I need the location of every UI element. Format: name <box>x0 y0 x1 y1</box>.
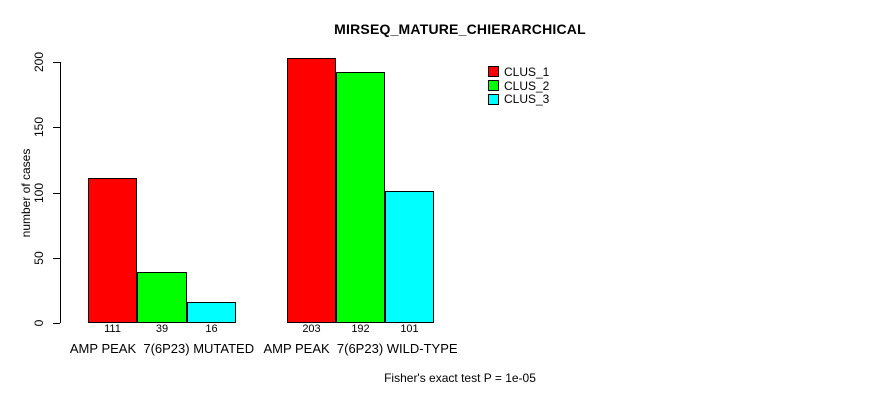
bar-value-label: 111 <box>104 323 121 335</box>
legend-swatch <box>488 66 499 78</box>
legend-label: CLUS_1 <box>504 64 550 79</box>
legend: CLUS_1 CLUS_2 CLUS_3 <box>488 65 549 106</box>
bar-clus_3-group2 <box>385 191 434 323</box>
bar-clus_1-group2 <box>287 58 336 323</box>
bar-value-label: 101 <box>400 323 419 335</box>
bar-value-label: 39 <box>155 323 169 335</box>
footnote-fisher-test: Fisher's exact test P = 1e-05 <box>384 371 536 385</box>
legend-swatch <box>488 80 499 92</box>
y-axis-title: number of cases <box>19 148 33 238</box>
y-axis-tick <box>53 62 60 63</box>
y-axis-line <box>60 62 61 323</box>
x-category-label: AMP PEAK 7(6P23) WILD-TYPE <box>263 341 458 356</box>
bar-clus_2-group2 <box>336 72 385 323</box>
y-axis-tick-label: 150 <box>32 116 46 138</box>
chart-title: MIRSEQ_MATURE_CHIERARCHICAL <box>334 21 586 37</box>
legend-label: CLUS_3 <box>504 92 550 107</box>
legend-item: CLUS_1 <box>488 65 549 79</box>
bar-value-label: 192 <box>351 323 370 335</box>
y-axis-tick-label: 200 <box>32 51 46 73</box>
y-axis-tick-label: 0 <box>32 319 46 327</box>
y-axis-tick-label: 100 <box>32 182 46 204</box>
y-axis-tick <box>53 258 60 259</box>
bar-value-label: 16 <box>205 323 218 335</box>
x-category-label: AMP PEAK 7(6P23) MUTATED <box>69 341 255 356</box>
bar-clus_3-group1 <box>187 302 236 323</box>
y-axis-tick <box>53 193 60 194</box>
y-axis-tick-label: 50 <box>32 251 46 265</box>
legend-item: CLUS_2 <box>488 79 549 93</box>
bar-clus_2-group1 <box>137 272 187 323</box>
legend-swatch <box>488 93 499 105</box>
legend-item: CLUS_3 <box>488 93 549 107</box>
y-axis-tick <box>53 323 60 324</box>
bar-value-label: 203 <box>302 323 321 335</box>
bar-clus_1-group1 <box>88 178 137 323</box>
y-axis-tick <box>53 127 60 128</box>
legend-label: CLUS_2 <box>504 78 550 93</box>
